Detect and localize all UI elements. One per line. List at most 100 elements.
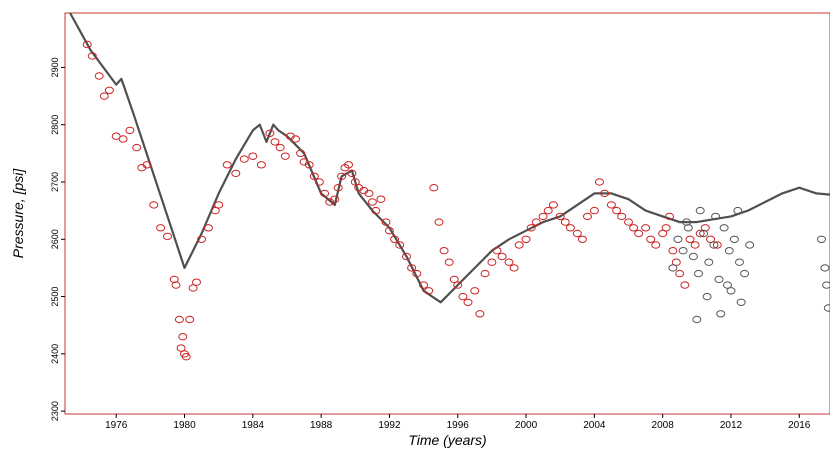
observed-pressure-point: [453, 281, 463, 289]
future-pressure-point: [822, 281, 830, 289]
observed-pressure-point: [270, 138, 280, 146]
observed-pressure-point: [521, 235, 531, 244]
observed-pressure-point: [371, 206, 381, 215]
future-pressure-point: [729, 235, 739, 244]
plot-frame: [64, 12, 830, 415]
observed-pressure-point: [390, 235, 400, 244]
observed-pressure-point: [600, 189, 610, 198]
observed-pressure-point: [376, 195, 386, 203]
observed-pressure-point: [419, 281, 429, 289]
observed-pressure-point: [487, 258, 497, 266]
future-pressure-point: [699, 229, 709, 238]
observed-pressure-point: [309, 172, 319, 181]
observed-pressure-point: [583, 212, 592, 221]
future-pressure-point: [668, 264, 678, 272]
observed-pressure-point: [94, 72, 104, 80]
observed-pressure-point: [475, 310, 485, 318]
observed-pressure-point: [125, 126, 135, 135]
x-axis-title: Time (years): [408, 432, 486, 448]
observed-pressure-point: [231, 169, 241, 178]
observed-pressure-point: [87, 52, 97, 60]
future-pressure-point: [702, 292, 712, 301]
observed-pressure-point: [661, 224, 671, 232]
y-tick-label: 2400: [50, 344, 60, 364]
observed-pressure-point: [685, 235, 695, 244]
observed-pressure-point: [347, 169, 357, 178]
observed-pressure-point: [612, 206, 622, 215]
observed-pressure-point: [192, 278, 201, 286]
observed-pressure-point: [665, 212, 674, 221]
observed-pressure-point: [675, 269, 685, 278]
observed-pressure-point: [641, 224, 651, 232]
observed-pressure-point: [429, 184, 439, 192]
observed-pressure-point: [634, 229, 644, 238]
observed-pressure-point: [629, 224, 639, 232]
observed-pressure-point: [222, 161, 232, 169]
x-tick-label: 2008: [652, 420, 675, 431]
observed-pressure-point: [560, 218, 570, 226]
observed-pressure-point: [458, 292, 468, 301]
observed-pressure-point: [174, 315, 184, 324]
observed-pressure-point: [185, 315, 195, 324]
x-tick-label: 2000: [515, 420, 538, 431]
future-pressure-point: [736, 298, 746, 306]
x-tick-label: 1984: [242, 420, 265, 431]
observed-pressure-point: [320, 189, 330, 198]
x-tick-label: 1996: [447, 420, 470, 431]
observed-pressure-point: [526, 224, 536, 232]
observed-pressure-point: [248, 152, 258, 160]
observed-pressure-point: [333, 184, 343, 192]
future-pressure-point: [716, 310, 726, 318]
observed-pressure-point: [504, 258, 514, 266]
future-pressure-point: [726, 287, 736, 295]
future-pressure-point: [817, 235, 826, 244]
future-pressure-point: [709, 241, 719, 249]
observed-pressure-point: [178, 333, 188, 341]
observed-pressure-point: [572, 229, 582, 238]
observed-pressure-point: [548, 201, 558, 209]
x-tick-label: 2016: [788, 420, 811, 431]
future-pressure-point: [688, 252, 698, 261]
observed-pressure-point: [463, 298, 473, 306]
observed-pressure-point: [565, 224, 575, 232]
future-pressure-point: [678, 247, 688, 255]
observed-pressure-point: [412, 269, 422, 278]
y-axis-title-group: Pressure, [psi]: [10, 168, 26, 259]
observed-pressure-point: [197, 235, 207, 244]
observed-pressure-point: [280, 152, 290, 160]
observed-pressure-point: [680, 281, 690, 289]
future-pressure-point: [745, 241, 755, 249]
observed-pressure-point: [265, 129, 275, 138]
observed-pressure-point: [514, 241, 524, 249]
future-pressure-point: [673, 235, 683, 244]
y-tick-label: 2600: [50, 229, 60, 249]
future-pressure-point: [740, 269, 750, 278]
observed-pressure-point: [624, 218, 633, 226]
observed-pressure-point: [156, 224, 166, 232]
y-axis: 2300 2400 2500 2600 2700 2800 2900: [50, 57, 65, 421]
x-tick-label: 1988: [310, 420, 333, 431]
observed-pressure-point: [492, 247, 502, 255]
observed-pressure-point: [203, 224, 213, 232]
observed-pressure-point: [364, 189, 374, 198]
observed-pressure-point: [695, 229, 705, 238]
y-tick-label: 2800: [50, 115, 60, 135]
future-pressure-point: [711, 212, 721, 221]
observed-pressure-point: [449, 275, 459, 284]
observed-pressure-point: [531, 218, 541, 226]
observed-pressure-point: [149, 201, 159, 209]
x-tick-label: 1976: [105, 420, 128, 431]
observed-pressure-point: [646, 235, 656, 244]
future-pressure-point: [820, 264, 830, 272]
observed-pressure-point: [668, 247, 678, 255]
observed-pressure-point: [330, 195, 340, 203]
observed-pressure-point: [543, 206, 553, 215]
observed-pressure-point: [367, 198, 377, 206]
x-tick-label: 2004: [583, 420, 606, 431]
y-tick-label: 2500: [50, 287, 60, 307]
observed-pressure-point: [589, 206, 599, 215]
observed-pressure-point: [142, 161, 152, 169]
observed-pressure-point: [434, 218, 444, 226]
observed-pressure-point: [304, 161, 314, 169]
